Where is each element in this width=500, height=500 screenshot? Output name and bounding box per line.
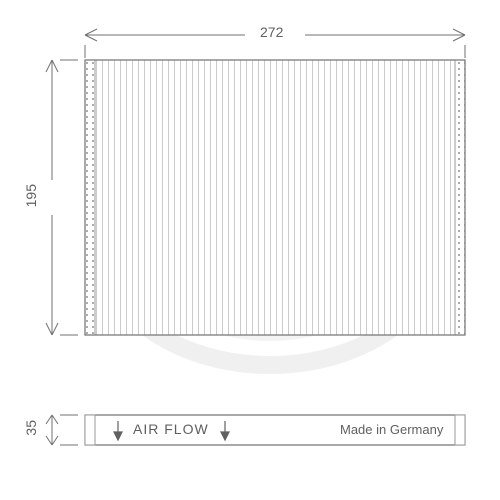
made-in-label: Made in Germany bbox=[340, 422, 443, 437]
filter-top-view bbox=[85, 60, 465, 335]
dim-width-label: 272 bbox=[260, 24, 283, 40]
technical-drawing: 272 195 35 AIR FLOW Made in Germany bbox=[0, 0, 500, 500]
dim-height bbox=[46, 60, 78, 335]
dim-depth bbox=[46, 415, 78, 445]
dim-height-label: 195 bbox=[23, 184, 39, 207]
dim-depth-label: 35 bbox=[23, 420, 39, 436]
airflow-label: AIR FLOW bbox=[133, 421, 209, 437]
